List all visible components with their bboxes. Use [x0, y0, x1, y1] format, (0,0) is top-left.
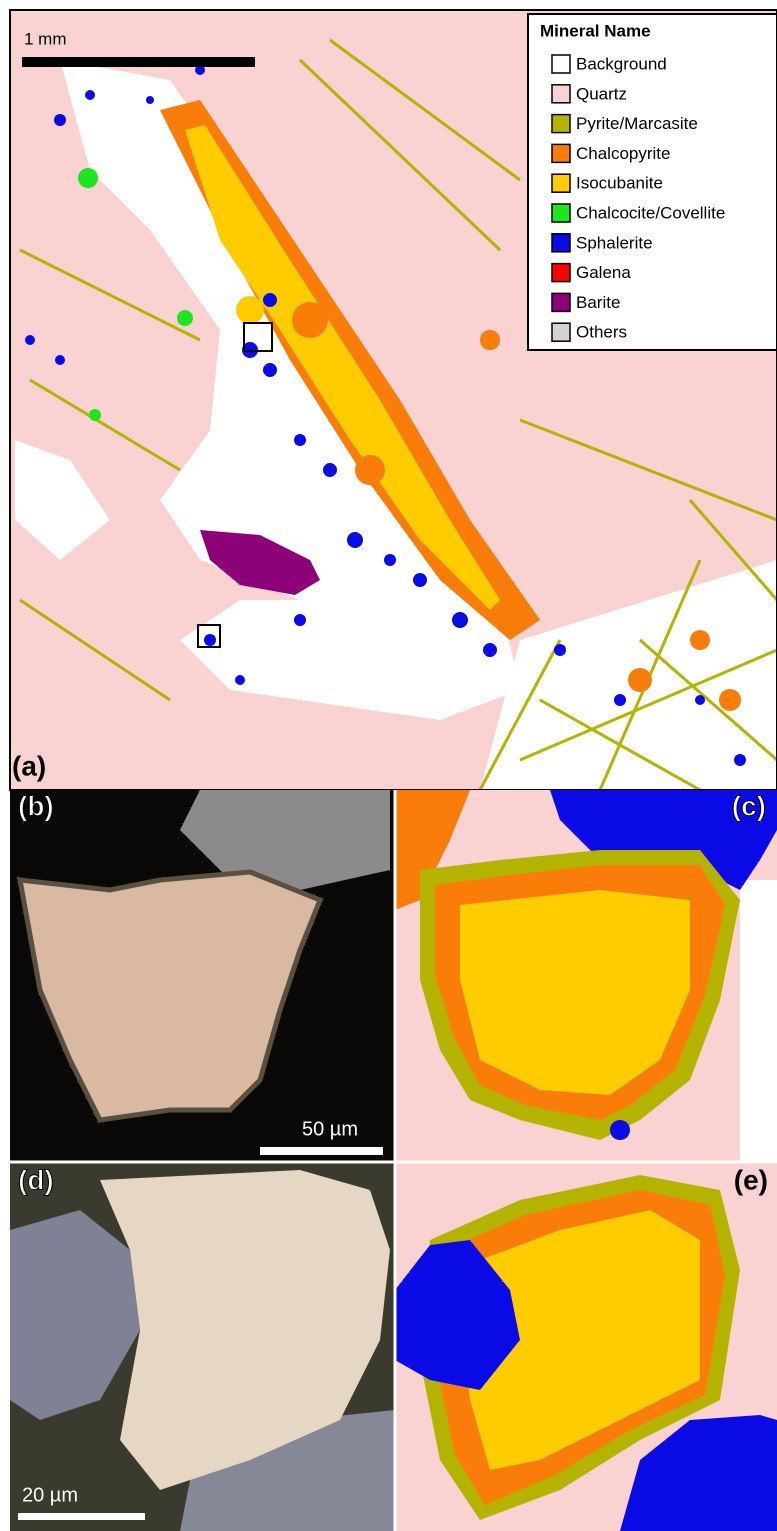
mineral-shape [734, 754, 746, 766]
grain [719, 689, 741, 711]
background-area [740, 880, 777, 1162]
mineral-shape [452, 612, 468, 628]
scale-bar [22, 57, 255, 67]
legend-swatch [552, 204, 570, 222]
mineral-shape [323, 463, 337, 477]
legend-label: Chalcopyrite [576, 144, 671, 163]
legend-swatch [552, 264, 570, 282]
legend-label: Chalcocite/Covellite [576, 203, 725, 222]
chalcocite-grain [89, 409, 101, 421]
panel-e: (e) [395, 1162, 777, 1531]
sphalerite-grain [610, 1120, 630, 1140]
mineral-shape [85, 90, 95, 100]
mineral-shape [25, 335, 35, 345]
legend-title: Mineral Name [540, 21, 651, 40]
mineral-shape [146, 96, 154, 104]
panel-a-map: 1 mm (a) Mineral Name Background Quartz Py… [10, 10, 777, 790]
mineral-shape [294, 434, 306, 446]
legend-swatch [552, 174, 570, 192]
legend-swatch [552, 115, 570, 133]
mineral-shape [263, 363, 277, 377]
mineral-shape [263, 293, 277, 307]
legend-swatch [552, 293, 570, 311]
grain [355, 455, 385, 485]
legend-label: Sphalerite [576, 233, 653, 252]
scale-bar-label: 20 µm [22, 1484, 78, 1506]
grain [480, 330, 500, 350]
legend-swatch [552, 85, 570, 103]
scale-bar [260, 1147, 383, 1155]
figure: 1 mm (a) Mineral Name Background Quartz Py… [0, 0, 777, 1531]
grain [236, 296, 264, 324]
legend-swatch [552, 55, 570, 73]
panel-d: 20 µm (d) [10, 1162, 395, 1531]
mineral-shape [55, 355, 65, 365]
legend-label: Barite [576, 293, 620, 312]
scale-bar-label: 50 µm [302, 1118, 358, 1140]
grain [329, 374, 361, 406]
panel-c: (c) [395, 790, 777, 1162]
mineral-shape [695, 695, 705, 705]
chalcocite-grain [177, 310, 193, 326]
legend-swatch [552, 234, 570, 252]
scale-bar-label: 1 mm [24, 29, 67, 48]
panel-label: (c) [732, 790, 766, 821]
panel-label: (e) [734, 1164, 768, 1195]
chalcocite-grain [78, 168, 98, 188]
grain [690, 630, 710, 650]
scale-bar [18, 1513, 145, 1520]
mineral-shape [347, 532, 363, 548]
legend-label: Background [576, 54, 667, 73]
panel-label: (b) [18, 790, 54, 821]
mineral-shape [413, 573, 427, 587]
legend-label: Quartz [576, 84, 627, 103]
panel-b: 50 µm (b) [10, 790, 395, 1162]
mineral-shape [54, 114, 66, 126]
grain [628, 668, 652, 692]
mineral-shape [235, 675, 245, 685]
grain [292, 302, 328, 338]
legend-swatch [552, 323, 570, 341]
legend-label: Others [576, 323, 627, 342]
legend-label: Galena [576, 263, 631, 282]
mineral-shape [614, 694, 626, 706]
mineral-shape [554, 644, 566, 656]
mineral-shape [483, 643, 497, 657]
legend-label: Pyrite/Marcasite [576, 114, 698, 133]
panel-label: (a) [12, 750, 46, 781]
legend-swatch [552, 144, 570, 162]
mineral-shape [384, 554, 396, 566]
mineral-shape [204, 634, 216, 646]
panel-label: (d) [18, 1164, 54, 1195]
mineral-shape [294, 614, 306, 626]
legend-label: Isocubanite [576, 174, 663, 193]
